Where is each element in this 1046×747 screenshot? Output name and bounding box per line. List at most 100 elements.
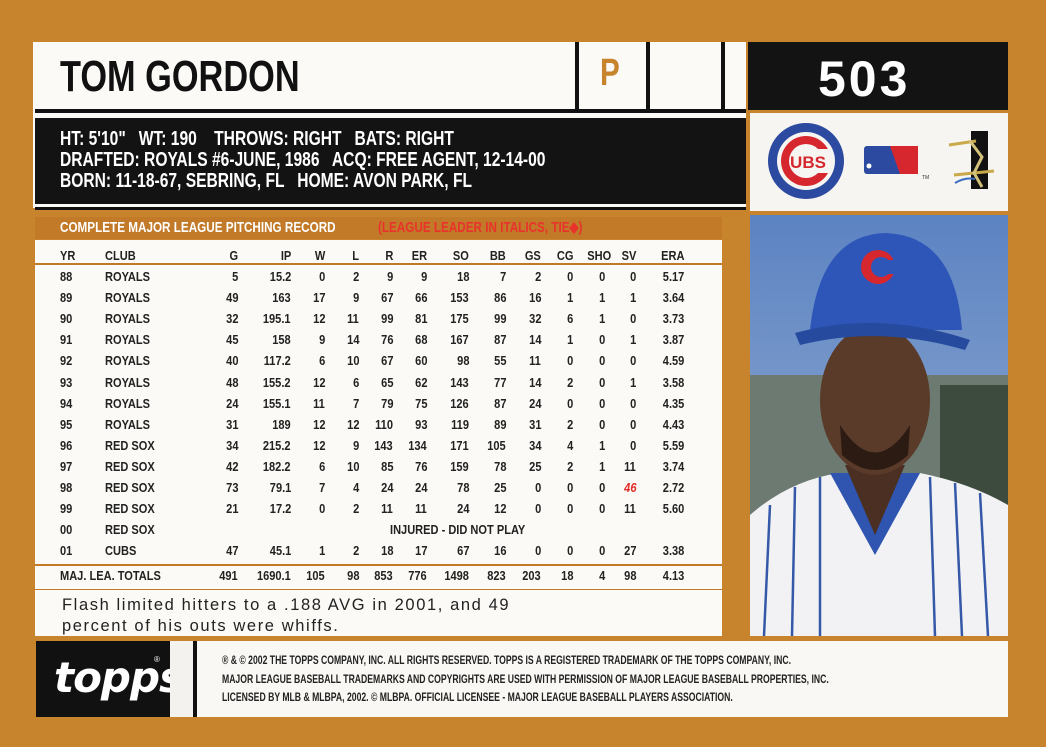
stat-cell-sv: 0 (629, 311, 636, 327)
stat-cell-r: 143 (374, 437, 393, 453)
blurb-line: percent of his outs were whiffs. (62, 617, 340, 635)
stat-cell-era: 3.38 (662, 543, 684, 559)
stat-cell-cg: 0 (566, 480, 573, 495)
stat-cell-ip: 182.2 (263, 458, 291, 474)
stat-cell-club: ROYALS (105, 395, 151, 411)
stat-cell-r: 85 (380, 458, 393, 474)
stat-cell-sho: 0 (598, 501, 605, 517)
column-header-club: CLUB (105, 248, 136, 263)
stat-cell-era: 3.58 (662, 374, 684, 390)
stat-cell-so: 18 (456, 269, 469, 284)
stat-cell-club: RED SOX (105, 458, 155, 474)
stat-cell-er: 11 (415, 501, 427, 517)
player-name: TOM GORDON (60, 52, 300, 101)
stat-cell-r: 11 (381, 501, 393, 517)
column-header-ip: IP (280, 248, 291, 263)
stat-cell-sho: 0 (598, 543, 605, 559)
stat-cell-sv: 0 (629, 437, 636, 453)
stat-cell-l: 12 (346, 416, 359, 432)
logos: UBS TM (768, 123, 995, 199)
stat-cell-w: 12 (312, 437, 325, 453)
stat-cell-sv: 1 (629, 374, 636, 390)
stat-cell-so: 175 (450, 311, 469, 327)
logos-panel: UBS TM (750, 113, 1008, 211)
stat-cell-r: 79 (380, 395, 393, 411)
stat-cell-g: 73 (225, 480, 238, 495)
stat-cell-so: 98 (456, 353, 469, 369)
stat-cell-gs: 0 (534, 543, 541, 559)
divider (35, 207, 746, 210)
stat-cell-l: 4 (352, 480, 359, 495)
stat-cell-gs: 24 (528, 395, 541, 411)
stat-cell-sho: 0 (598, 480, 605, 495)
stat-cell-club: ROYALS (105, 416, 151, 432)
legal-line: ® & © 2002 THE TOPPS COMPANY, INC. ALL R… (222, 653, 791, 667)
stat-cell-w: 12 (312, 416, 325, 432)
stat-cell-g: 45 (225, 332, 238, 348)
stat-cell-sho: 1 (598, 311, 605, 327)
stat-cell-era: 5.17 (662, 269, 684, 284)
stat-cell-gs: 14 (528, 374, 541, 390)
stat-cell-so: 67 (456, 543, 469, 559)
stat-cell-gs: 16 (528, 290, 541, 306)
stat-cell-er: 66 (414, 290, 427, 306)
mlb-logo-icon: TM (864, 146, 929, 181)
stats-title: COMPLETE MAJOR LEAGUE PITCHING RECORD (60, 219, 336, 236)
stat-cell-club: RED SOX (105, 501, 155, 517)
stat-cell-w: 7 (318, 480, 325, 495)
stat-cell-club: ROYALS (105, 374, 151, 390)
stat-cell-w: 0 (318, 269, 325, 284)
stat-cell-er: 75 (414, 395, 427, 411)
topps-logo: topps (54, 653, 184, 702)
stat-cell-l: 9 (352, 437, 359, 453)
stat-cell-l: 2 (352, 269, 359, 284)
stat-cell-er: 24 (414, 480, 427, 495)
stat-cell-g: 24 (225, 395, 238, 411)
column-header-g: G (229, 248, 238, 263)
stat-cell-sv: 0 (629, 353, 636, 369)
stat-cell-cg: 2 (566, 416, 573, 432)
stat-cell-cg: 0 (566, 543, 573, 559)
stat-cell-sho: 0 (598, 353, 605, 369)
players-choice-logo-icon (948, 131, 995, 189)
stat-cell-r: 9 (386, 269, 393, 284)
stat-cell-sv: 27 (623, 543, 636, 559)
divider (721, 42, 725, 109)
stat-cell-club: RED SOX (105, 522, 155, 538)
stat-cell-club: RED SOX (105, 437, 155, 453)
stat-cell-club: RED SOX (105, 480, 155, 495)
stat-cell-gs: 0 (534, 501, 541, 517)
stat-cell-so: 171 (450, 437, 469, 453)
stat-cell-w: 9 (318, 332, 325, 348)
totals-cell-g: 491 (219, 568, 238, 583)
column-header-so: SO (453, 248, 469, 263)
stat-cell-g: 32 (225, 311, 238, 327)
totals-cell-sho: 4 (598, 568, 605, 583)
stat-cell-er: 134 (408, 437, 427, 453)
totals-rule (35, 564, 722, 566)
column-header-l: L (352, 248, 359, 263)
stat-cell-so: 24 (456, 501, 469, 517)
stat-cell-g: 34 (225, 437, 238, 453)
column-header-w: W (314, 248, 325, 263)
stat-cell-er: 60 (414, 353, 427, 369)
stat-cell-sv: 0 (629, 269, 636, 284)
stat-cell-era: 3.73 (662, 311, 684, 327)
stat-cell-yr: 97 (60, 458, 73, 474)
stat-cell-yr: 98 (60, 480, 73, 495)
svg-text:TM: TM (922, 175, 929, 181)
stat-cell-cg: 1 (566, 290, 573, 306)
stat-cell-bb: 78 (493, 458, 506, 474)
column-header-yr: YR (60, 248, 76, 263)
stat-cell-bb: 99 (493, 311, 506, 327)
stat-cell-r: 99 (380, 311, 393, 327)
divider (193, 641, 197, 717)
stat-cell-bb: 25 (493, 480, 506, 495)
svg-text:UBS: UBS (790, 153, 826, 172)
stat-cell-w: 0 (318, 501, 325, 517)
stat-cell-so: 78 (456, 480, 469, 495)
column-header-sv: SV (621, 248, 636, 263)
stat-cell-club: ROYALS (105, 269, 151, 284)
stat-cell-yr: 92 (60, 353, 73, 369)
stat-cell-club: ROYALS (105, 290, 151, 306)
